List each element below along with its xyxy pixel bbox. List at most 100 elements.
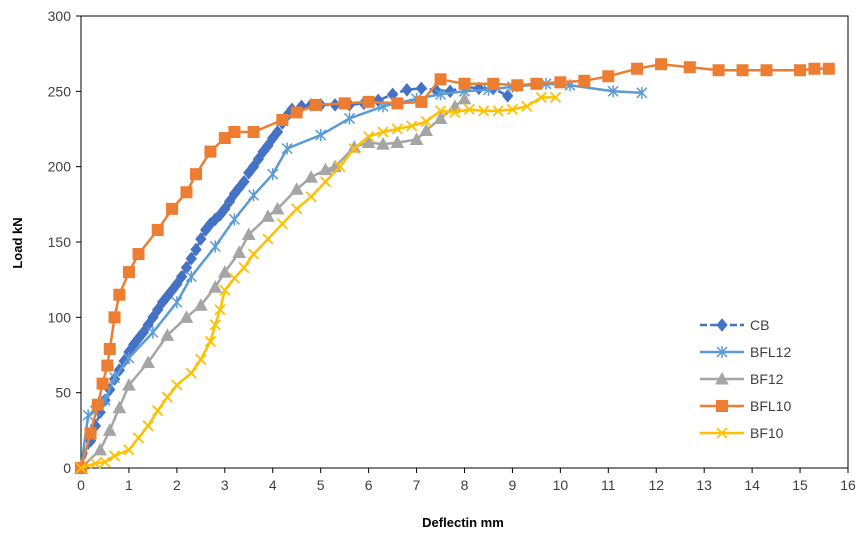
data-point-bf12 — [289, 182, 304, 195]
data-point-bfl10 — [487, 77, 500, 90]
legend-label: BFL10 — [750, 398, 791, 414]
data-point-bf10 — [209, 319, 221, 331]
marker-stroke — [305, 191, 317, 203]
data-point-bfl12 — [185, 270, 197, 283]
legend-item-cb: CB — [700, 317, 769, 333]
marker-stroke — [319, 176, 332, 188]
data-point-bf10 — [161, 391, 173, 403]
data-point-bf12 — [208, 280, 223, 293]
data-point-bfl10 — [822, 62, 835, 75]
data-point-bf12 — [270, 201, 285, 215]
data-point-bf10 — [195, 353, 207, 366]
x-tick-label: 15 — [792, 477, 808, 493]
data-point-bf12 — [160, 328, 175, 341]
data-point-bfl12 — [123, 352, 135, 365]
marker-stroke — [420, 115, 432, 128]
data-point-bf12 — [361, 135, 376, 149]
data-point-bf10 — [406, 120, 418, 132]
data-point-bf10 — [99, 456, 111, 468]
marker-stroke — [123, 444, 135, 456]
data-point-bfl12 — [228, 213, 240, 226]
data-point-cb — [219, 202, 231, 216]
data-point-bfl10 — [434, 73, 447, 86]
marker-stroke — [362, 130, 375, 143]
legend-label: CB — [750, 317, 769, 333]
data-point-bfl10 — [794, 64, 807, 77]
marker-stroke — [276, 218, 288, 230]
data-point-cb — [176, 269, 188, 284]
data-point-bf10 — [132, 432, 145, 444]
marker-stroke — [228, 272, 241, 284]
x-tick-label: 13 — [696, 477, 712, 493]
x-tick-label: 2 — [173, 477, 181, 493]
data-point-bf10 — [449, 106, 461, 119]
x-tick-label: 14 — [744, 477, 760, 493]
data-point-bfl10 — [132, 248, 145, 261]
series-bfl10 — [75, 58, 835, 474]
data-point-bf12 — [241, 227, 256, 240]
legend-item-bf10: BF10 — [700, 425, 784, 441]
marker-stroke — [348, 142, 360, 155]
x-tick-label: 1 — [125, 477, 133, 493]
legend-swatch-marker — [716, 318, 728, 332]
marker-stroke — [219, 284, 231, 296]
marker-stroke — [204, 335, 217, 348]
data-point-bfl10 — [712, 64, 725, 77]
marker-stroke — [334, 161, 346, 173]
marker-stroke — [291, 203, 303, 215]
data-point-bfl10 — [122, 266, 135, 279]
data-point-bf12 — [390, 135, 405, 149]
data-point-bfl10 — [415, 95, 428, 108]
data-point-cb — [271, 125, 284, 139]
data-point-bfl12 — [607, 85, 619, 98]
data-point-bfl10 — [362, 95, 375, 108]
x-tick-label: 9 — [509, 477, 517, 493]
x-tick-label: 8 — [461, 477, 469, 493]
data-point-bfl10 — [391, 97, 404, 110]
y-tick-label: 250 — [48, 83, 72, 99]
series-line-bf10 — [80, 96, 556, 470]
data-point-bf10 — [334, 161, 346, 173]
data-point-bf10 — [142, 420, 154, 432]
data-point-bf10 — [171, 379, 183, 391]
data-point-bfl10 — [113, 288, 126, 301]
marker-stroke — [406, 120, 418, 132]
data-point-cb — [401, 83, 413, 97]
data-point-bf10 — [214, 304, 226, 316]
data-point-bfl10 — [166, 202, 179, 215]
data-point-bf10 — [262, 233, 274, 245]
data-point-bfl10 — [151, 223, 164, 236]
data-point-bf10 — [463, 103, 475, 116]
marker-stroke — [185, 367, 197, 379]
y-tick-label: 300 — [48, 8, 72, 24]
legend-item-bfl10: BFL10 — [700, 398, 791, 414]
data-point-bf12 — [419, 123, 433, 137]
data-point-cb — [444, 84, 456, 99]
y-tick-label: 100 — [48, 309, 72, 325]
data-point-bfl10 — [760, 64, 773, 77]
data-point-bf12 — [179, 310, 194, 323]
data-point-cb — [252, 152, 265, 166]
data-point-bf10 — [108, 450, 121, 462]
y-tick-label: 200 — [48, 159, 72, 175]
data-point-bf10 — [535, 91, 547, 103]
data-point-bfl10 — [190, 168, 203, 181]
data-point-bfl10 — [631, 62, 644, 75]
data-point-bf12 — [409, 132, 424, 146]
data-point-bfl12 — [267, 168, 279, 181]
data-point-bfl10 — [655, 58, 668, 71]
data-point-bf10 — [152, 405, 164, 417]
marker-stroke — [478, 105, 490, 117]
data-point-bf12 — [102, 423, 117, 436]
data-point-bf10 — [219, 284, 231, 296]
data-point-bfl10 — [338, 97, 351, 110]
marker-stroke — [161, 391, 173, 403]
x-tick-label: 6 — [365, 477, 373, 493]
marker-stroke — [171, 379, 183, 391]
marker-stroke — [247, 248, 260, 260]
data-point-bfl12 — [315, 129, 327, 142]
data-point-bfl10 — [101, 359, 114, 372]
data-point-bfl12 — [281, 142, 293, 155]
data-point-bfl10 — [309, 98, 322, 111]
marker-stroke — [209, 319, 221, 331]
